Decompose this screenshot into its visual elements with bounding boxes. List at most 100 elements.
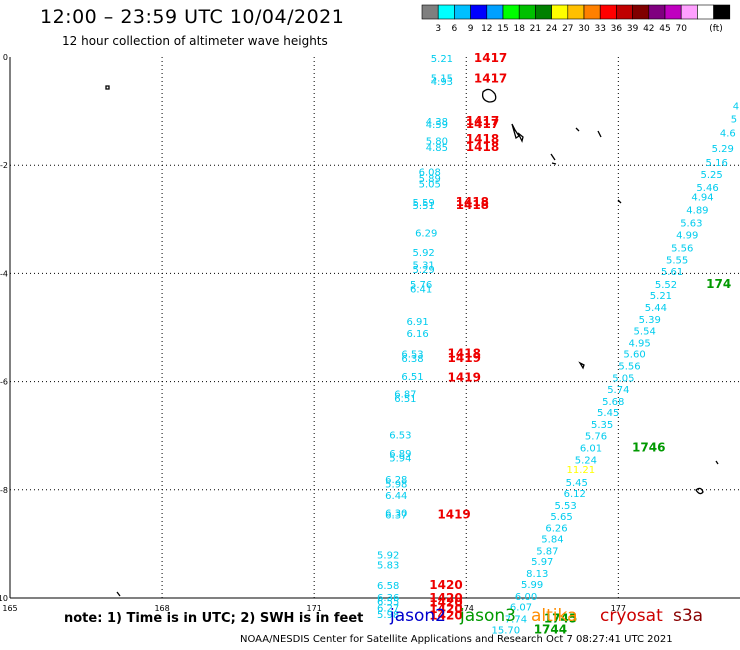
swh-point-label: 5.05 — [419, 180, 441, 191]
time-label: 1417 — [466, 117, 499, 131]
swh-point-label: 6.44 — [385, 491, 407, 502]
y-tick-label: -6 — [0, 378, 8, 387]
time-label: 1419 — [437, 508, 470, 522]
scale-label: 30 — [578, 24, 590, 34]
swh-point-label: 4.85 — [426, 143, 448, 154]
island-outline — [597, 130, 602, 138]
swh-point-label: 5.92 — [377, 551, 399, 562]
time-label: 1420 — [429, 602, 462, 616]
swh-point-label: 5.83 — [377, 560, 399, 571]
swh-point-label: 5.53 — [554, 501, 576, 512]
swh-point-label: 5.92 — [413, 248, 435, 259]
swh-point-label: 5.21 — [650, 291, 672, 302]
x-tick-label: 174 — [459, 604, 474, 613]
swh-point-label: 6.38 — [401, 354, 423, 365]
scale-label: 21 — [530, 24, 541, 34]
time-label: 1420 — [429, 595, 462, 609]
time-label: 1418 — [456, 198, 489, 212]
island-outlines — [105, 85, 719, 597]
x-tick-label: 177 — [611, 604, 626, 613]
swh-point-label: 5.60 — [623, 349, 645, 360]
swh-point-label: 6.08 — [419, 168, 441, 179]
swh-point-label: 6.01 — [580, 444, 602, 455]
legend-cryosat: cryosat — [600, 606, 663, 626]
island-outline — [511, 123, 520, 140]
island-outline — [481, 88, 497, 103]
x-tick-label: 168 — [154, 604, 169, 613]
y-tick-label: -10 — [0, 594, 8, 603]
color-scale-bar: 3 6 9 12 15 18 21 24 27 30 33 36 39 42 45 70 (ft) — [421, 4, 731, 34]
time-label: 1420 — [429, 578, 462, 592]
y-tick-label: -8 — [0, 486, 8, 495]
scale-label: 9 — [468, 24, 474, 34]
swh-point-label: 6.55 — [377, 597, 399, 608]
swh-point-label: 4.38 — [426, 117, 448, 128]
swh-point-label: 5.87 — [536, 546, 558, 557]
swh-point-label: 6.36 — [377, 593, 399, 604]
swh-point-label: 15.70 — [491, 625, 520, 636]
scale-label: 39 — [627, 24, 639, 34]
scale-swatch — [713, 4, 731, 20]
scale-label: 12 — [481, 24, 492, 34]
time-label: 1418 — [448, 346, 481, 360]
swh-point-label: 6.51 — [401, 372, 423, 383]
island-outline — [550, 153, 556, 161]
x-tick-label: 171 — [307, 604, 322, 613]
time-label: 1419 — [448, 351, 481, 365]
island-outline — [578, 361, 585, 370]
swh-point-label: 5.89 — [419, 174, 441, 185]
swh-point-label: 5.76 — [585, 432, 607, 443]
swh-point-label: 5.29 — [413, 265, 435, 276]
time-label: 1417 — [474, 72, 507, 86]
swh-point-label: 5.16 — [706, 158, 728, 169]
island-outline — [105, 85, 110, 90]
time-label: 1420 — [429, 608, 462, 622]
swh-point-label: 5.74 — [607, 385, 629, 396]
page-title: 12:00 – 23:59 UTC 10/04/2021 — [40, 6, 345, 28]
swh-point-label: 6.26 — [545, 524, 567, 535]
swh-point-label: 5.46 — [696, 183, 718, 194]
time-label: 1418 — [456, 195, 489, 209]
swh-point-label: 5.21 — [431, 54, 453, 65]
swh-point-label: 5.97 — [531, 557, 553, 568]
credit-line: NOAA/NESDIS Center for Satellite Applica… — [240, 634, 673, 645]
x-tick-label: 165 — [2, 604, 17, 613]
swh-point-label: 8.13 — [526, 569, 548, 580]
swh-point-label: 6.16 — [406, 329, 428, 340]
legend-altika: altika — [531, 606, 578, 626]
swh-point-label: 5.99 — [521, 580, 543, 591]
scale-label: 6 — [452, 24, 458, 34]
swh-point-label: 4.6 — [720, 129, 736, 140]
scale-label: 15 — [497, 24, 508, 34]
scale-label: 36 — [611, 24, 623, 34]
swh-point-label: 11.21 — [566, 465, 595, 476]
time-label: 1417 — [474, 51, 507, 65]
swh-point-label: 5.52 — [655, 280, 677, 291]
legend-jason3: jason3 — [460, 606, 516, 626]
time-label: 1746 — [632, 441, 665, 455]
footnote: note: 1) Time is in UTC; 2) SWH is in fe… — [64, 611, 364, 626]
swh-point-label: 5.54 — [634, 327, 656, 338]
scale-label: 42 — [643, 24, 654, 34]
swh-point-label: 5.15 — [431, 74, 453, 85]
swh-point-label: 5.59 — [413, 198, 435, 209]
scale-label: 45 — [659, 24, 670, 34]
y-tick-label: -4 — [0, 269, 8, 278]
scale-label: 27 — [562, 24, 573, 34]
swh-point-label: 6.89 — [389, 449, 411, 460]
swh-point-label: 5.76 — [410, 280, 432, 291]
time-label: 1744 — [534, 622, 567, 636]
island-outline — [517, 132, 524, 143]
island-outline — [617, 199, 622, 204]
swh-point-label: 5.56 — [671, 243, 693, 254]
swh-point-label: 6.29 — [415, 228, 437, 239]
swh-point-label: 5.68 — [602, 397, 624, 408]
swh-point-label: 4.59 — [426, 120, 448, 131]
swh-point-label: 4.89 — [686, 206, 708, 217]
swh-point-label: 5.24 — [575, 456, 597, 467]
time-label: 1417 — [466, 114, 499, 128]
time-label: 1420 — [429, 591, 462, 605]
swh-point-label: 6.58 — [377, 581, 399, 592]
swh-point-label: 6.51 — [394, 394, 416, 405]
page-subtitle: 12 hour collection of altimeter wave hei… — [62, 34, 328, 48]
